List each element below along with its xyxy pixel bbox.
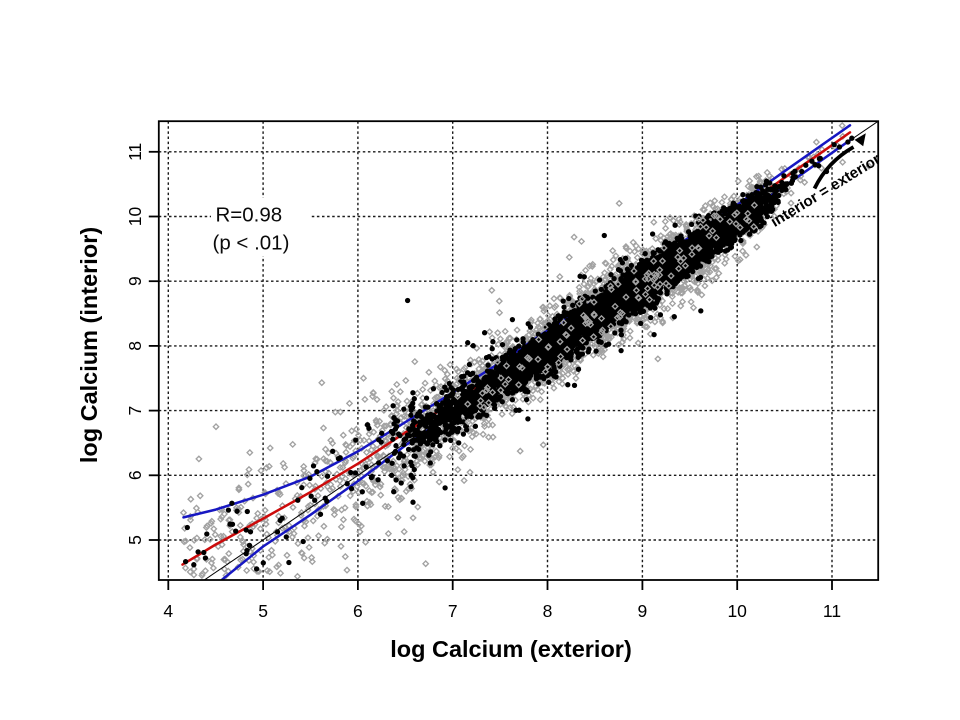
svg-text:11: 11 [823, 601, 841, 621]
svg-text:10: 10 [727, 601, 747, 621]
svg-text:log Calcium (interior): log Calcium (interior) [76, 227, 102, 463]
svg-text:R=0.98: R=0.98 [216, 204, 283, 227]
svg-text:5: 5 [125, 535, 145, 545]
svg-text:11: 11 [125, 143, 145, 161]
svg-text:9: 9 [125, 276, 145, 286]
svg-text:9: 9 [638, 601, 648, 621]
svg-text:6: 6 [125, 470, 145, 480]
svg-text:8: 8 [543, 601, 553, 621]
svg-text:log Calcium (exterior): log Calcium (exterior) [390, 636, 632, 662]
svg-text:7: 7 [125, 406, 145, 416]
svg-text:4: 4 [163, 601, 173, 621]
svg-text:8: 8 [125, 341, 145, 351]
svg-text:5: 5 [258, 601, 268, 621]
svg-text:6: 6 [353, 601, 363, 621]
svg-text:10: 10 [125, 207, 145, 227]
svg-text:(p < .01): (p < .01) [213, 232, 290, 255]
svg-text:7: 7 [448, 601, 458, 621]
